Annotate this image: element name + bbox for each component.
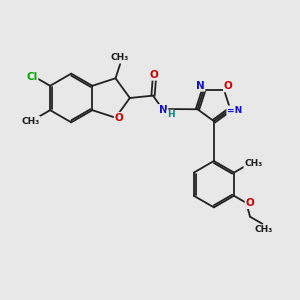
Text: O: O xyxy=(245,198,254,208)
Text: CH₃: CH₃ xyxy=(22,117,40,126)
Text: N: N xyxy=(196,81,205,91)
Text: CH₃: CH₃ xyxy=(111,53,129,62)
Text: CH₃: CH₃ xyxy=(255,225,273,234)
Text: O: O xyxy=(115,113,124,123)
Text: Cl: Cl xyxy=(26,72,38,82)
Text: N: N xyxy=(159,105,167,115)
Text: O: O xyxy=(150,70,159,80)
Text: =N: =N xyxy=(227,106,242,115)
Text: CH₃: CH₃ xyxy=(244,159,262,168)
Text: H: H xyxy=(167,110,175,119)
Text: O: O xyxy=(224,81,233,92)
